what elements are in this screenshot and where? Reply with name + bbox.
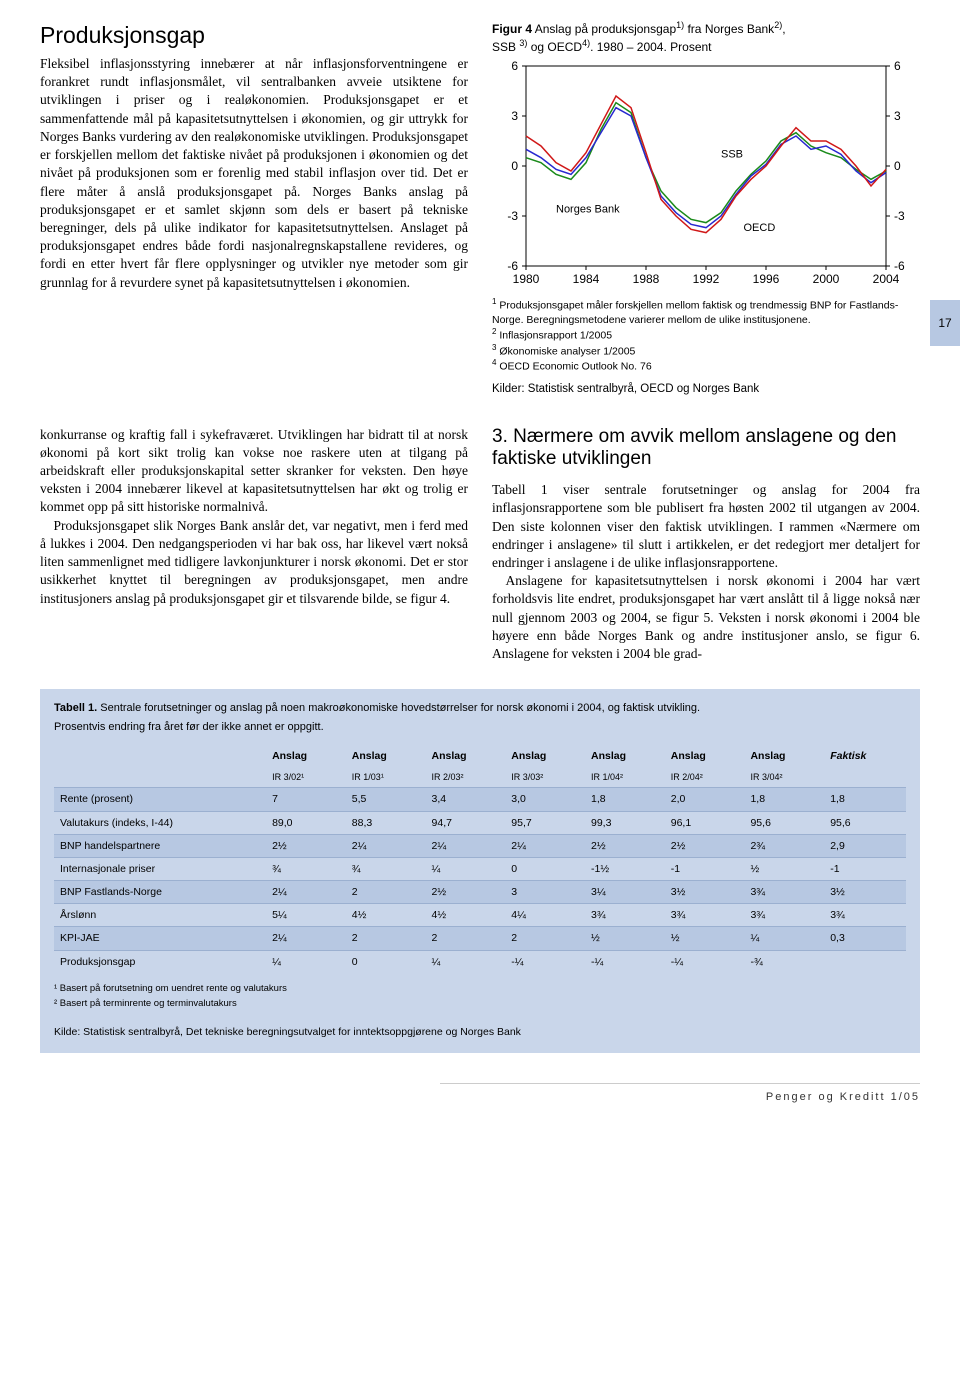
top-right-column: Figur 4 Anslag på produksjonsgap1) fra N… [492, 20, 920, 398]
table1-source: Kilde: Statistisk sentralbyrå, Det tekni… [54, 1025, 906, 1039]
table1-head: AnslagAnslagAnslagAnslagAnslagAnslagAnsl… [54, 745, 906, 788]
figure4-chart: -6 -6 -3 -3 0 0 3 3 6 6 1980 1984 1988 1992 1996 2000 20… [492, 61, 920, 291]
svg-text:-3: -3 [507, 209, 518, 223]
svg-text:Norges Bank: Norges Bank [556, 204, 620, 216]
mid-right-p2: Anslagene for kapasitetsutnyttelsen i no… [492, 572, 920, 663]
figure4-sources: Kilder: Statistisk sentralbyrå, OECD og … [492, 382, 920, 398]
svg-text:6: 6 [894, 61, 901, 73]
table-row: Årslønn5¼4½4½4¼3¾3¾3¾3¾ [54, 904, 906, 927]
table1-title-text: Sentrale forutsetninger og anslag på noe… [100, 702, 700, 714]
mid-right-column: 3. Nærmere om avvik mellom anslagene og … [492, 426, 920, 664]
svg-text:3: 3 [894, 109, 901, 123]
table1-title: Tabell 1. Sentrale forutsetninger og ans… [54, 701, 906, 716]
top-section: Produksjonsgap Fleksibel inflasjonsstyri… [40, 20, 920, 398]
svg-text:2004: 2004 [873, 272, 900, 286]
table-row: Valutakurs (indeks, I-44)89,088,394,795,… [54, 811, 906, 834]
figure4-title: Figur 4 Anslag på produksjonsgap1) fra N… [492, 20, 920, 55]
table1-subtitle: Prosentvis endring fra året før der ikke… [54, 720, 906, 735]
produksjonsgap-heading: Produksjonsgap [40, 20, 468, 51]
section3-heading: 3. Nærmere om avvik mellom anslagene og … [492, 426, 920, 472]
svg-text:6: 6 [511, 61, 518, 73]
table-row: Rente (prosent)75,53,43,01,82,01,81,8 [54, 788, 906, 811]
svg-text:0: 0 [894, 159, 901, 173]
svg-text:-6: -6 [894, 259, 905, 273]
svg-text:-3: -3 [894, 209, 905, 223]
page-footer: Penger og Kreditt 1/05 [440, 1083, 920, 1125]
produksjonsgap-paragraph: Fleksibel inflasjonsstyring innebærer at… [40, 55, 468, 292]
svg-text:1980: 1980 [513, 272, 540, 286]
svg-text:3: 3 [511, 109, 518, 123]
mid-right-p1: Tabell 1 viser sentrale forutsetninger o… [492, 481, 920, 572]
svg-text:-6: -6 [507, 259, 518, 273]
top-left-column: Produksjonsgap Fleksibel inflasjonsstyri… [40, 20, 468, 398]
table-row: BNP handelspartnere2½2¼2¼2¼2½2½2¾2,9 [54, 834, 906, 857]
svg-text:1992: 1992 [693, 272, 720, 286]
mid-left-p2: Produksjonsgapet slik Norges Bank anslår… [40, 517, 468, 608]
svg-text:OECD: OECD [744, 222, 776, 234]
table1-footnotes: ¹ Basert på forutsetning om uendret rent… [54, 981, 906, 1011]
table-row: Internasjonale priser¾¾¼0-1½-1½-1 [54, 857, 906, 880]
svg-text:SSB: SSB [721, 149, 743, 161]
svg-text:2000: 2000 [813, 272, 840, 286]
svg-text:1984: 1984 [573, 272, 600, 286]
table1: AnslagAnslagAnslagAnslagAnslagAnslagAnsl… [54, 745, 906, 973]
table1-container: Tabell 1. Sentrale forutsetninger og ans… [40, 689, 920, 1053]
svg-text:1988: 1988 [633, 272, 660, 286]
figure4-label: Figur 4 [492, 22, 532, 36]
page-number-marker: 17 [930, 300, 960, 346]
svg-text:0: 0 [511, 159, 518, 173]
figure4-footnotes: 1 Produksjonsgapet måler forskjellen mel… [492, 297, 920, 374]
mid-left-column: konkurranse og kraftig fall i sykefravær… [40, 426, 468, 664]
table-row: BNP Fastlands-Norge2¼22½33¼3½3¾3½ [54, 881, 906, 904]
produksjonsgap-body: Fleksibel inflasjonsstyring innebærer at… [40, 55, 468, 292]
mid-section: konkurranse og kraftig fall i sykefravær… [40, 426, 920, 664]
table-row: KPI-JAE2¼222½½¼0,3 [54, 927, 906, 950]
table-row: Produksjonsgap¼0¼-¼-¼-¼-¾ [54, 950, 906, 973]
table1-body: Rente (prosent)75,53,43,01,82,01,81,8Val… [54, 788, 906, 973]
svg-text:1996: 1996 [753, 272, 780, 286]
mid-left-p1: konkurranse og kraftig fall i sykefravær… [40, 426, 468, 517]
